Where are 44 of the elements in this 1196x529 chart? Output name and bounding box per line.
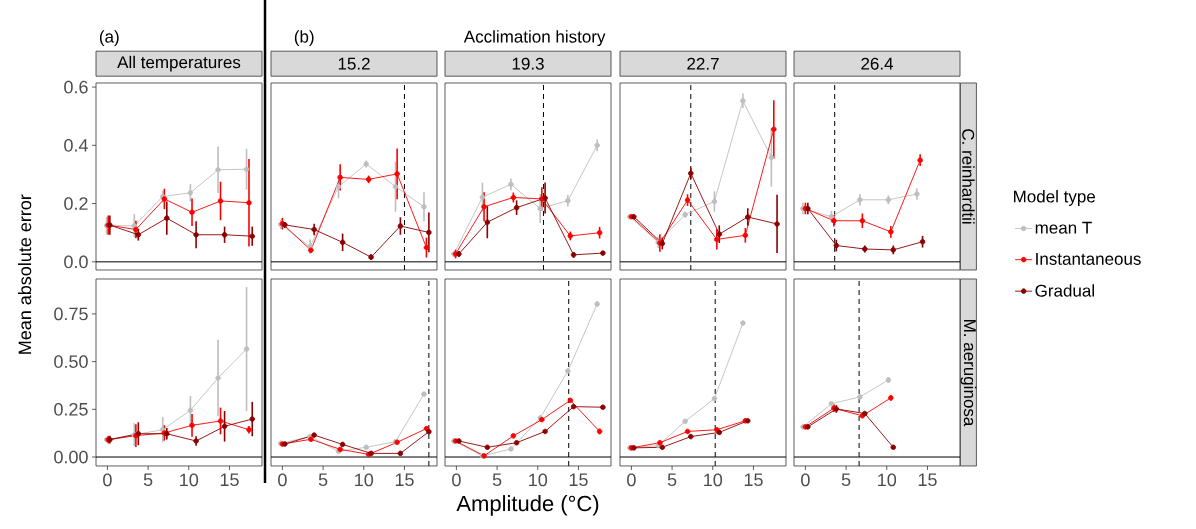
x-tick-label: 0 [801, 473, 810, 487]
x-tick-label: 0 [103, 473, 112, 487]
x-tick-label: 5 [143, 473, 153, 487]
y-tick-label: 0.75 [54, 307, 88, 321]
chart-title: 26.4 [861, 57, 894, 70]
x-tick-label: 15 [744, 473, 763, 487]
legend-label: mean T [1035, 221, 1092, 234]
x-tick-label: 15 [569, 473, 588, 487]
y-tick-label: 0.2 [64, 197, 88, 210]
legend-label: Gradual [1035, 284, 1094, 297]
x-tick-label: 10 [529, 473, 548, 487]
chart-title: 19.3 [512, 57, 544, 70]
x-tick-label: 10 [878, 473, 897, 487]
text: (a) [99, 30, 119, 47]
x-tick-label: 5 [318, 473, 328, 487]
y-tick-label: 0.6 [64, 80, 88, 94]
x-tick-label: 5 [841, 473, 851, 487]
y-tick-label: 0.50 [54, 355, 88, 368]
y-tick-label: 0.00 [54, 450, 88, 464]
y2-axis-title: C. reinhardtii [962, 129, 975, 224]
x-tick-label: 15 [918, 473, 937, 487]
text: Acclimation history [463, 30, 606, 47]
legend-label: Instantaneous [1036, 253, 1141, 265]
x-tick-label: 5 [492, 473, 502, 487]
y-tick-label: 0.0 [64, 255, 88, 269]
x-tick-label: 10 [704, 473, 723, 487]
chart-title: 22.7 [687, 57, 719, 70]
text: (b) [294, 30, 314, 47]
x-tick-label: 0 [452, 473, 461, 487]
x-tick-label: 10 [355, 473, 374, 487]
x-tick-label: 10 [180, 473, 199, 487]
x-tick-label: 15 [220, 473, 239, 487]
y-axis-title: Mean absolute error [18, 194, 32, 354]
legend-title: Model type [1014, 190, 1096, 206]
chart-title: All temperatures [117, 55, 241, 72]
x-tick-label: 0 [278, 473, 287, 487]
y-tick-label: 0.4 [64, 138, 88, 152]
y-tick-label: 0.25 [54, 402, 88, 416]
x-tick-label: 15 [395, 473, 414, 487]
x-tick-label: 0 [627, 473, 636, 487]
y2-axis-title: M. aeruginosa [960, 320, 977, 427]
x-axis-title: Amplitude (°C) [456, 495, 599, 516]
x-tick-label: 5 [667, 473, 677, 487]
chart-title: 15.2 [338, 57, 370, 70]
